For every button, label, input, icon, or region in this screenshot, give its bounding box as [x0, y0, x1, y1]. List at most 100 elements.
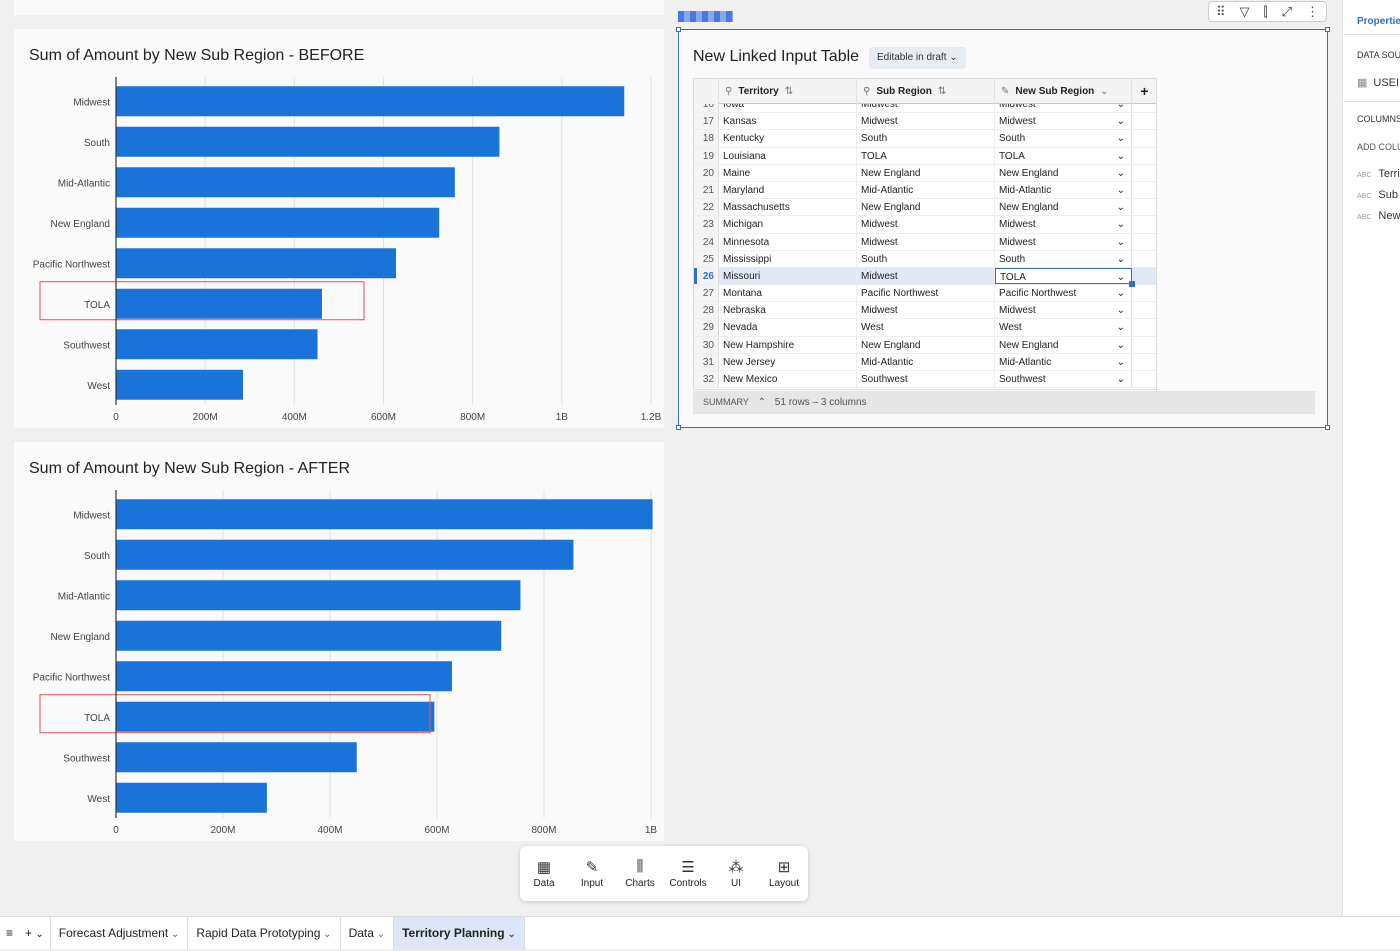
cell-territory[interactable]: Nevada: [719, 319, 857, 336]
cell-territory[interactable]: Kansas: [719, 113, 857, 130]
chevron-down-icon[interactable]: ⌄: [1116, 253, 1125, 265]
cell-territory[interactable]: Louisiana: [719, 147, 857, 164]
properties-tab[interactable]: Properties: [1357, 16, 1400, 27]
bar[interactable]: [116, 207, 440, 238]
cell-sub-region[interactable]: West: [857, 319, 995, 336]
resize-handle[interactable]: [676, 27, 681, 32]
chevron-down-icon[interactable]: ⌄: [1116, 305, 1125, 317]
cell-new-sub-region[interactable]: West ⌄: [995, 319, 1132, 336]
chart-after[interactable]: Sum of Amount by New Sub Region - AFTER …: [14, 442, 664, 841]
add-column-link[interactable]: ADD COLU: [1357, 142, 1400, 152]
cell-new-sub-region[interactable]: Midwest ⌄: [995, 302, 1132, 319]
chevron-down-icon[interactable]: ⌄: [504, 928, 516, 940]
dock-controls-button[interactable]: ☰ Controls: [665, 858, 711, 889]
add-column-button[interactable]: +: [1132, 79, 1156, 104]
chevron-down-icon[interactable]: ⌄: [1116, 150, 1125, 162]
table-row[interactable]: 29 Nevada West West ⌄: [694, 319, 1156, 337]
page-tab[interactable]: Rapid Data Prototyping ⌄: [188, 916, 341, 950]
chevron-down-icon[interactable]: ⌄: [1116, 133, 1125, 145]
chevron-down-icon[interactable]: ⌄: [1116, 374, 1125, 385]
cell-sub-region[interactable]: Mid-Atlantic: [857, 353, 995, 370]
dock-ui-button[interactable]: ⁂ UI: [713, 858, 759, 889]
table-summary[interactable]: SUMMARY ⌃ 51 rows – 3 columns: [693, 391, 1315, 414]
cell-territory[interactable]: Montana: [719, 285, 857, 302]
cell-new-sub-region[interactable]: Southwest ⌄: [995, 371, 1132, 388]
cell-sub-region[interactable]: Midwest: [857, 113, 995, 130]
table-row[interactable]: 25 Mississippi South South ⌄: [694, 250, 1156, 268]
table-row[interactable]: 28 Nebraska Midwest Midwest ⌄: [694, 302, 1156, 320]
bar[interactable]: [116, 329, 318, 360]
cell-sub-region[interactable]: Midwest: [857, 302, 995, 319]
cell-sub-region[interactable]: TOLA: [857, 147, 995, 164]
dock-charts-button[interactable]: ⫼ Charts: [617, 858, 663, 889]
cell-new-sub-region[interactable]: South ⌄: [995, 130, 1132, 147]
table-row[interactable]: 27 Montana Pacific Northwest Pacific Northw…: [694, 285, 1156, 303]
chart-add-icon[interactable]: ⫿: [1263, 3, 1268, 19]
add-page-button[interactable]: + ⌄: [19, 917, 50, 950]
cell-sub-region[interactable]: Midwest: [857, 96, 995, 113]
bar[interactable]: [116, 86, 625, 117]
chart-before[interactable]: Sum of Amount by New Sub Region - BEFORE…: [14, 29, 664, 428]
cell-sub-region[interactable]: New England: [857, 164, 995, 181]
bar[interactable]: [116, 539, 574, 570]
bar[interactable]: [116, 248, 396, 279]
cell-territory[interactable]: New Mexico: [719, 371, 857, 388]
table-row[interactable]: 21 Maryland Mid-Atlantic Mid-Atlantic ⌄: [694, 181, 1156, 200]
page-tab[interactable]: Data ⌄: [341, 916, 395, 950]
chevron-down-icon[interactable]: ⌄: [1116, 99, 1125, 110]
column-item[interactable]: ABC Sub: [1357, 189, 1398, 201]
chevron-down-icon[interactable]: ⌄: [1116, 219, 1125, 231]
resize-handle[interactable]: [1325, 27, 1330, 32]
table-row[interactable]: 32 New Mexico Southwest Southwest ⌄: [694, 371, 1156, 389]
chevron-down-icon[interactable]: ⌄: [1116, 322, 1125, 334]
cell-new-sub-region[interactable]: Mid-Atlantic ⌄: [995, 353, 1132, 370]
chevron-down-icon[interactable]: ⌄: [1116, 271, 1125, 283]
table-row[interactable]: 31 New Jersey Mid-Atlantic Mid-Atlantic ⌄: [694, 353, 1156, 371]
cell-new-sub-region[interactable]: TOLA ⌄: [995, 267, 1132, 285]
table-row[interactable]: 20 Maine New England New England ⌄: [694, 164, 1156, 182]
cell-sub-region[interactable]: New England: [857, 336, 995, 353]
bar[interactable]: [116, 620, 502, 651]
chevron-down-icon[interactable]: ⌄: [1100, 86, 1109, 97]
resize-handle[interactable]: [676, 425, 681, 430]
more-icon[interactable]: ⋮: [1305, 3, 1319, 19]
cell-new-sub-region[interactable]: Midwest ⌄: [995, 96, 1132, 113]
chevron-down-icon[interactable]: ⌄: [1116, 184, 1125, 196]
cell-new-sub-region[interactable]: New England ⌄: [995, 336, 1132, 353]
cell-territory[interactable]: Massachusetts: [719, 199, 857, 216]
cell-territory[interactable]: Iowa: [719, 96, 857, 113]
cell-new-sub-region[interactable]: Midwest ⌄: [995, 233, 1132, 250]
drag-handle-icon[interactable]: ⠿: [1215, 3, 1226, 19]
cell-sub-region[interactable]: Southwest: [857, 371, 995, 388]
cell-sub-region[interactable]: Pacific Northwest: [857, 285, 995, 302]
column-item[interactable]: ABC New: [1357, 210, 1400, 222]
cell-territory[interactable]: Michigan: [719, 216, 857, 233]
filter-icon[interactable]: ▽: [1239, 3, 1250, 19]
chevron-down-icon[interactable]: ⌄: [373, 928, 386, 940]
cell-sub-region[interactable]: Midwest: [857, 233, 995, 250]
cell-sub-region[interactable]: South: [857, 250, 995, 267]
table-row[interactable]: 30 New Hampshire New England New England ⌄: [694, 336, 1156, 354]
column-header-sub-region[interactable]: ⚲ Sub Region ⇅: [857, 79, 995, 104]
chevron-down-icon[interactable]: ⌄: [1116, 339, 1125, 351]
table-row[interactable]: 19 Louisiana TOLA TOLA ⌄: [694, 147, 1156, 165]
cell-new-sub-region[interactable]: South ⌄: [995, 250, 1132, 267]
fill-handle[interactable]: [1129, 281, 1135, 287]
table-row[interactable]: 24 Minnesota Midwest Midwest ⌄: [694, 233, 1156, 251]
editable-badge[interactable]: Editable in draft ⌄: [869, 47, 966, 69]
cell-sub-region[interactable]: South: [857, 130, 995, 147]
sort-icon[interactable]: ⇅: [937, 86, 947, 97]
cell-territory[interactable]: Missouri: [719, 267, 857, 285]
data-source-item[interactable]: ▦ USEI: [1357, 76, 1399, 89]
table-row[interactable]: 18 Kentucky South South ⌄: [694, 130, 1156, 148]
bar[interactable]: [116, 661, 452, 692]
chevron-down-icon[interactable]: ⌄: [320, 928, 332, 940]
linked-input-table[interactable]: New Linked Input Table Editable in draft…: [676, 27, 1330, 430]
cell-new-sub-region[interactable]: TOLA ⌄: [995, 147, 1132, 164]
cell-sub-region[interactable]: New England: [857, 199, 995, 216]
page-tab[interactable]: Territory Planning ⌄: [394, 916, 525, 950]
cell-new-sub-region[interactable]: New England ⌄: [995, 164, 1132, 181]
chevron-down-icon[interactable]: ⌄: [1116, 288, 1125, 300]
bar[interactable]: [116, 580, 521, 611]
table-row[interactable]: 22 Massachusetts New England New England ⌄: [694, 199, 1156, 217]
